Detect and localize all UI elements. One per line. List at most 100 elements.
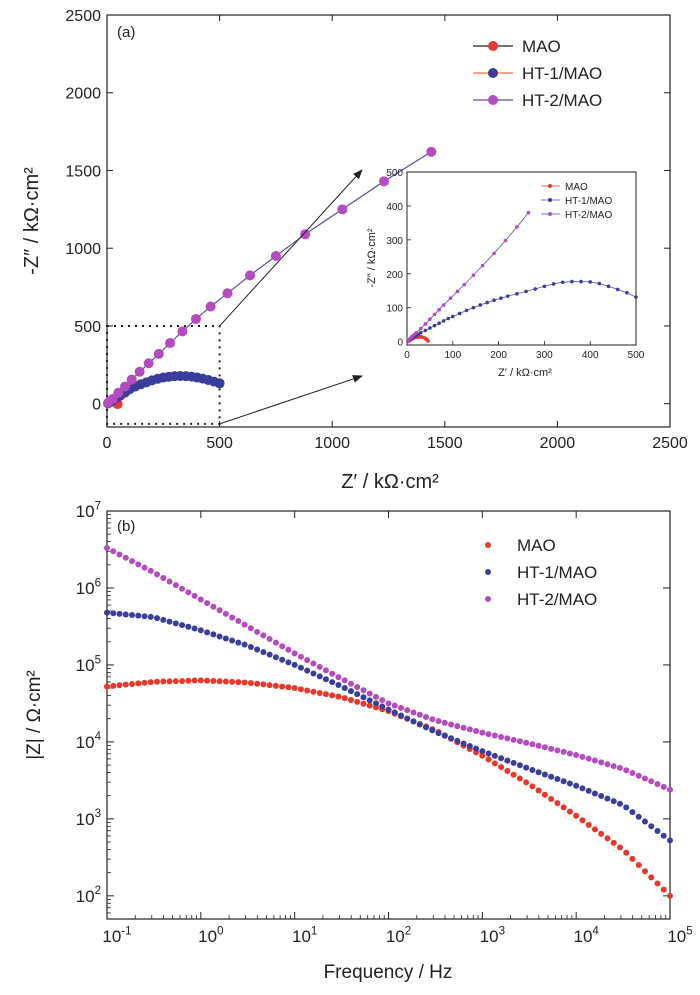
data-point-mao	[197, 677, 204, 684]
data-point-mao	[191, 677, 198, 684]
inset-data-point-ht2	[455, 289, 460, 294]
data-point-mao	[235, 679, 242, 686]
data-point-ht2	[165, 338, 176, 349]
data-point-ht2	[113, 387, 124, 398]
data-point-mao	[172, 678, 179, 685]
panel-a-ytick-label: 2000	[65, 86, 101, 103]
data-point-mao	[523, 779, 530, 786]
data-point-ht2	[190, 313, 201, 324]
panel-a-ytick-label: 500	[74, 319, 101, 336]
data-point-ht2	[270, 250, 281, 261]
data-point-ht2	[335, 674, 342, 681]
data-point-ht2	[391, 702, 398, 709]
data-point-ht2	[260, 632, 267, 639]
data-point-ht2	[360, 687, 367, 694]
inset-xtick-label: 0	[404, 350, 410, 361]
inset-data-point-ht1	[457, 311, 462, 316]
data-point-ht2	[204, 600, 211, 607]
data-point-ht2	[535, 742, 542, 749]
data-point-ht2	[560, 748, 567, 755]
data-point-ht1	[629, 809, 636, 816]
data-point-ht2	[604, 761, 611, 768]
data-point-mao	[360, 700, 367, 707]
data-point-ht1	[541, 771, 548, 778]
panel-a-xtick-label: 2500	[652, 435, 688, 452]
inset-data-point-ht2	[462, 282, 467, 287]
panel-b-ytick-label: 107	[76, 500, 101, 521]
data-point-ht2	[466, 726, 473, 733]
legend-marker-b-mao	[485, 542, 491, 548]
inset-data-point-ht1	[423, 328, 428, 333]
data-point-ht2	[337, 204, 348, 215]
data-point-ht1	[354, 691, 361, 698]
data-point-ht2	[122, 554, 129, 561]
panel-a-legend: MAO HT-1/MAO HT-2/MAO	[473, 37, 602, 110]
legend-marker-mao	[488, 41, 498, 51]
inset-xtick-label: 400	[582, 350, 599, 361]
inset-legend-label-ht2: HT-2/MAO	[565, 210, 612, 221]
data-point-ht1	[429, 727, 436, 734]
inset-data-point-ht2	[414, 330, 418, 335]
panel-a-xtick-label: 1000	[314, 435, 350, 452]
inset-data-point-ht2	[418, 326, 423, 331]
data-point-ht1	[179, 622, 186, 629]
data-point-ht2	[285, 646, 292, 653]
data-point-ht2	[504, 735, 511, 742]
legend-label-b-mao: MAO	[517, 536, 556, 555]
inset-data-point-ht1	[615, 287, 620, 292]
data-point-ht1	[297, 664, 304, 671]
data-point-mao	[179, 677, 186, 684]
data-point-ht2	[222, 610, 229, 617]
legend-label-ht2: HT-2/MAO	[522, 91, 602, 110]
zoom-arrows	[219, 169, 363, 425]
data-point-mao	[579, 817, 586, 824]
data-point-mao	[660, 886, 667, 893]
data-point-ht1	[360, 694, 367, 701]
data-point-mao	[629, 855, 636, 862]
data-point-mao	[160, 678, 167, 685]
data-point-ht2	[616, 764, 623, 771]
data-point-mao	[329, 692, 336, 699]
panel-b-xtick-label: 10-1	[102, 925, 131, 946]
panel-a-ytick-label: 1000	[65, 241, 101, 258]
panel-a-xtick-label: 1500	[427, 435, 463, 452]
data-point-ht1	[329, 679, 336, 686]
data-point-ht1	[147, 613, 154, 620]
inset-data-point-ht1	[551, 282, 556, 286]
data-point-mao	[366, 702, 373, 709]
inset-ticks: 0 100 200 300 400 500 0 100 200 300 400 500	[386, 168, 644, 361]
data-point-ht1	[260, 649, 267, 656]
inset-data-point-ht1	[515, 291, 519, 296]
data-point-ht2	[610, 763, 617, 770]
data-point-ht1	[435, 730, 442, 737]
data-point-mao	[654, 880, 661, 887]
data-point-ht1	[454, 737, 461, 744]
data-point-ht1	[616, 800, 623, 807]
data-point-ht2	[205, 301, 216, 312]
inset-data-point-ht2	[515, 225, 519, 229]
data-point-mao	[548, 795, 555, 802]
data-point-mao	[610, 839, 617, 846]
data-point-ht2	[510, 736, 517, 743]
legend-marker-b-ht1	[485, 569, 491, 575]
data-point-ht2	[104, 544, 110, 551]
data-point-mao	[166, 678, 173, 685]
data-point-ht2	[378, 176, 389, 187]
data-point-ht1	[385, 706, 392, 713]
data-point-mao	[266, 682, 273, 689]
data-point-ht2	[635, 772, 642, 779]
inset-legend-marker-ht2	[548, 212, 552, 216]
inset-data-point-ht2	[423, 322, 428, 326]
data-point-mao	[541, 791, 548, 798]
data-point-ht2	[573, 751, 580, 758]
data-point-ht2	[272, 639, 279, 646]
data-point-ht1	[460, 740, 467, 747]
data-point-ht2	[153, 348, 164, 359]
data-point-ht2	[479, 729, 486, 736]
data-point-ht1	[210, 631, 217, 638]
data-point-ht1	[585, 787, 592, 794]
inset-data-point-ht2	[441, 303, 446, 307]
data-point-mao	[554, 800, 561, 807]
data-point-ht1	[160, 616, 167, 623]
